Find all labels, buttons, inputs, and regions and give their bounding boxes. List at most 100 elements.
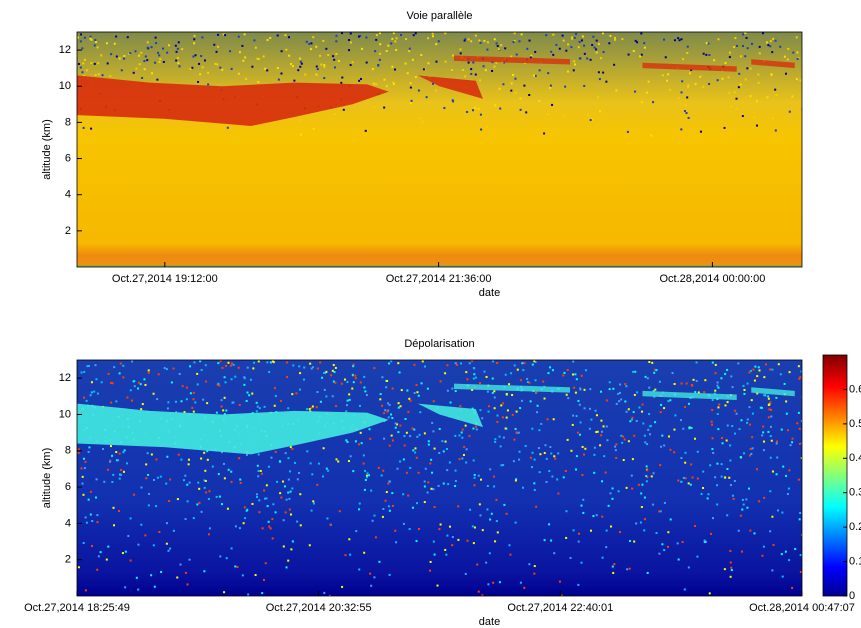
texture [241,44,244,47]
texture [500,44,503,47]
texture [791,437,794,440]
texture [486,484,489,487]
texture [110,401,113,404]
texture [465,461,468,464]
texture [381,515,384,518]
texture [734,409,737,412]
texture [713,392,716,395]
texture [436,584,439,587]
texture [640,505,643,508]
texture [80,467,83,470]
texture [369,572,372,575]
texture [664,56,667,59]
texture [479,409,482,412]
texture [770,439,773,442]
texture [403,435,406,438]
texture [271,537,274,540]
texture [284,511,287,514]
texture [578,403,581,406]
texture [383,78,386,81]
texture [489,468,492,471]
texture [93,390,96,393]
texture [165,522,168,525]
texture [247,593,250,596]
texture [148,492,151,495]
texture [165,542,168,545]
texture [659,411,662,414]
texture [623,438,626,441]
texture [180,458,183,461]
texture [551,103,554,106]
texture [583,44,586,47]
texture [607,504,610,507]
texture [567,43,570,46]
texture [245,453,248,456]
texture [500,404,503,407]
texture [529,400,532,403]
texture [654,388,657,391]
texture [714,476,717,479]
texture [236,566,239,569]
texture [721,442,724,445]
texture [77,62,80,65]
texture [677,558,680,561]
texture [221,503,224,506]
texture [147,504,150,507]
texture [411,506,414,509]
texture [379,43,382,46]
texture [711,398,714,401]
texture [567,397,570,400]
texture [223,591,226,594]
texture [168,500,171,503]
texture [411,58,414,61]
texture [708,54,711,57]
texture [411,427,414,430]
texture [763,496,766,499]
texture [270,456,273,459]
texture [779,373,782,376]
texture [206,450,209,453]
texture [385,49,388,52]
texture [627,440,630,443]
texture [702,486,705,489]
texture [798,377,801,380]
texture [388,480,391,483]
texture [619,391,622,394]
texture [645,475,648,478]
texture [83,467,86,470]
texture [461,457,464,460]
texture [711,448,714,451]
texture [287,457,290,460]
texture [245,399,248,402]
texture [140,486,143,489]
texture [738,428,741,431]
texture [683,110,686,113]
texture [714,389,717,392]
texture [522,369,525,372]
texture [203,486,206,489]
texture [435,60,438,63]
y-tick-label: 12 [59,372,71,384]
texture [426,491,429,494]
texture [196,383,199,386]
texture [600,434,603,437]
texture [346,440,349,443]
texture [514,521,517,524]
texture [378,32,381,35]
texture [399,424,402,427]
texture [352,363,355,366]
texture [646,377,649,380]
texture [292,364,295,367]
texture [492,581,495,584]
texture [371,68,374,71]
texture [438,528,441,531]
texture [126,396,129,399]
texture [620,434,623,437]
texture [731,494,734,497]
texture [737,529,740,532]
texture [403,444,406,447]
texture [767,44,770,47]
texture [257,360,260,363]
texture [562,39,565,42]
texture [769,40,772,43]
